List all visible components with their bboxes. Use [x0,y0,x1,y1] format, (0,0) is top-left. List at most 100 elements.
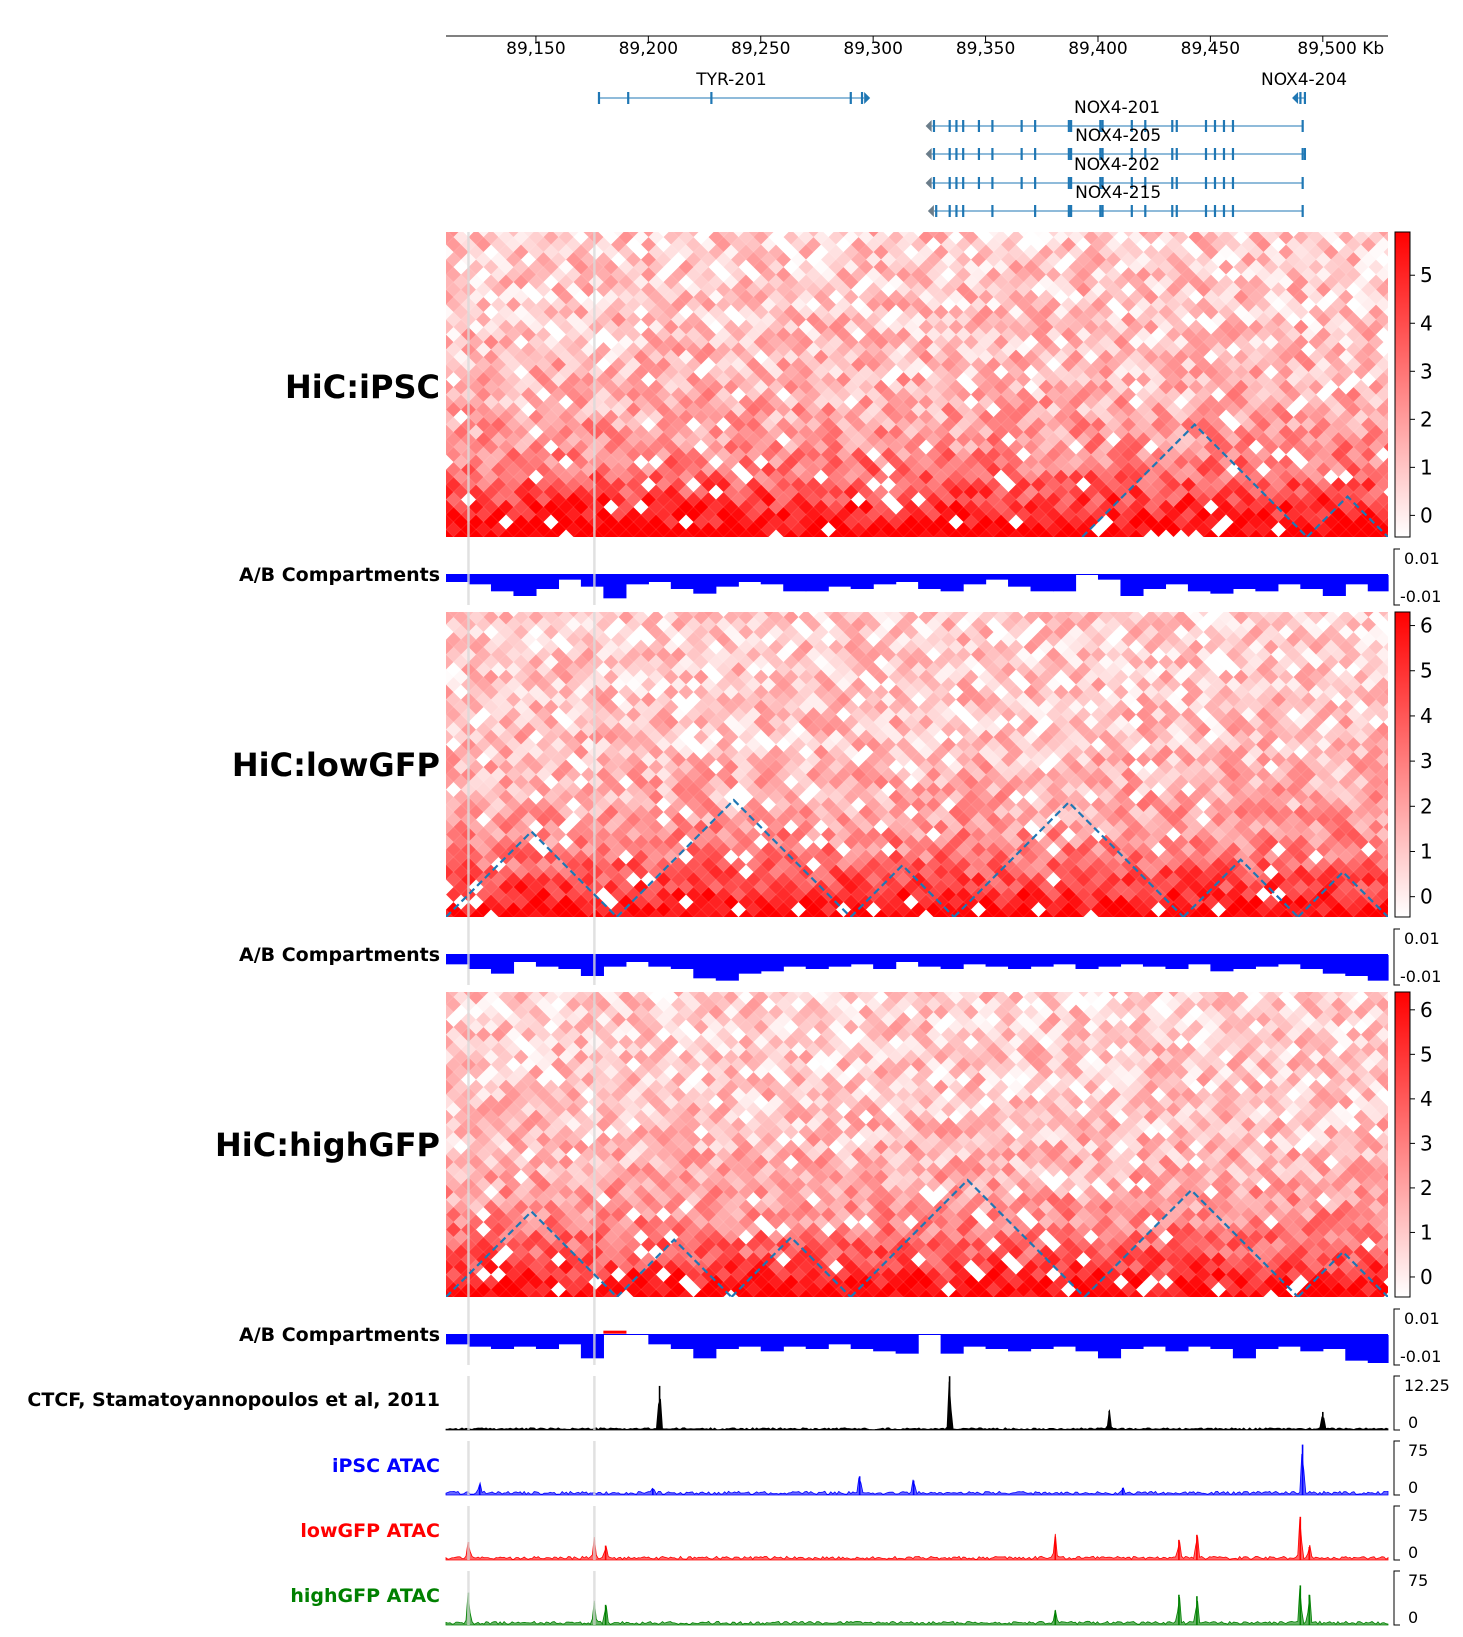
hic-lowgfp-label: HiC:lowGFP [232,746,440,784]
heatmap-cell [1234,215,1249,230]
hic-lowgfp-heatmap [439,595,1407,925]
gene-label: NOX4-201 [1074,98,1160,118]
heatmap-cell [1084,215,1099,230]
heatmap-cell [1189,215,1204,230]
heatmap-cell [559,215,574,230]
compartment-label-2: A/B Compartments [239,944,440,966]
gene-exon [978,120,980,132]
gene-exon [598,92,600,104]
heatmap-cell [439,215,454,230]
gene-exon [1099,205,1101,217]
heatmap-cell [589,215,604,230]
gene-exon [1223,177,1225,189]
gene-exon [1034,205,1036,217]
axis-tick-label: 89,200 [619,39,678,59]
gene-strand-arrow [1292,92,1298,104]
gene-exon [1171,205,1173,217]
heatmap-cell [709,215,724,230]
gene-exon [1068,205,1070,217]
gene-exon [978,177,980,189]
gene-exon [1176,177,1178,189]
gene-exon [962,120,964,132]
hic-ipsc-label: HiC:iPSC [285,368,440,406]
heatmap-cell [484,215,499,230]
heatmap-cell [1339,215,1354,230]
heatmap-cell [799,215,814,230]
gene-exon [1034,177,1036,189]
gene-exon [1021,120,1023,132]
gene-exon [1205,148,1207,160]
gene-exon [1302,177,1304,189]
gene-exon [1299,92,1301,104]
heatmap-cell [1039,215,1054,230]
gene-exon [850,92,852,104]
gene-exon [1070,177,1072,189]
gene-exon [1304,92,1306,104]
heatmap-cell [859,215,874,230]
gene-exon [1302,205,1304,217]
gene-exon [955,205,957,217]
heatmap-cell [844,215,859,230]
ipsc-atac-label: iPSC ATAC [332,1455,440,1477]
heatmap-cell [1369,215,1384,230]
gene-exon [1131,205,1133,217]
gene-exon [1214,148,1216,160]
heatmap-cell [739,215,754,230]
heatmap-cell [649,215,664,230]
heatmap-cell [889,215,904,230]
heatmap-cell [1294,215,1309,230]
heatmap-cell [1354,215,1369,230]
gene-exon [1232,177,1234,189]
gene-exon [991,177,993,189]
highgfp-atac-label: highGFP ATAC [290,1585,440,1607]
gene-exon [1302,148,1304,160]
heatmap-cell [979,215,994,230]
gene-strand-arrow [928,205,934,217]
heatmap-cell [1054,215,1069,230]
gene-exon [991,120,993,132]
gene-exon [978,148,980,160]
gene-exon [1223,205,1225,217]
gene-strand-arrow [926,120,932,132]
gene-exon [1101,205,1103,217]
ctcf-label: CTCF, Stamatoyannopoulos et al, 2011 [27,1389,440,1411]
gene-exon [1232,120,1234,132]
heatmap-cell [1114,215,1129,230]
heatmap-cell [1219,215,1234,230]
gene-exon [1171,177,1173,189]
heatmap-cell [694,215,709,230]
heatmap-cell [904,215,919,230]
heatmap-cell [664,215,679,230]
gene-exon [1205,177,1207,189]
heatmap-cell [514,215,529,230]
gene-model: TYR-201 [598,70,870,104]
heatmap-cell [994,215,1009,230]
gene-exon [1205,205,1207,217]
gene-exon [949,148,951,160]
heatmap-cell [874,215,889,230]
heatmap-cell [469,215,484,230]
gene-exon [1068,148,1070,160]
gene-exon [1068,120,1070,132]
gene-exon [933,148,935,160]
gene-exon [949,177,951,189]
gene-strand-arrow [926,177,932,189]
gene-exon [1070,205,1072,217]
gene-model: NOX4-204 [1261,70,1347,104]
gene-model: NOX4-215 [928,183,1304,217]
gene-exon [1223,120,1225,132]
heatmap-cell [574,215,589,230]
gene-exon [949,120,951,132]
heatmap-cell [829,215,844,230]
gene-exon [1171,120,1173,132]
gene-exon [962,205,964,217]
axis-tick-label: 89,400 [1068,39,1127,59]
gene-exon [861,92,863,104]
gene-exon [1176,205,1178,217]
gene-exon [1205,120,1207,132]
heatmap-cell [604,215,619,230]
heatmap-cell [1384,215,1399,230]
gene-exon [1176,148,1178,160]
